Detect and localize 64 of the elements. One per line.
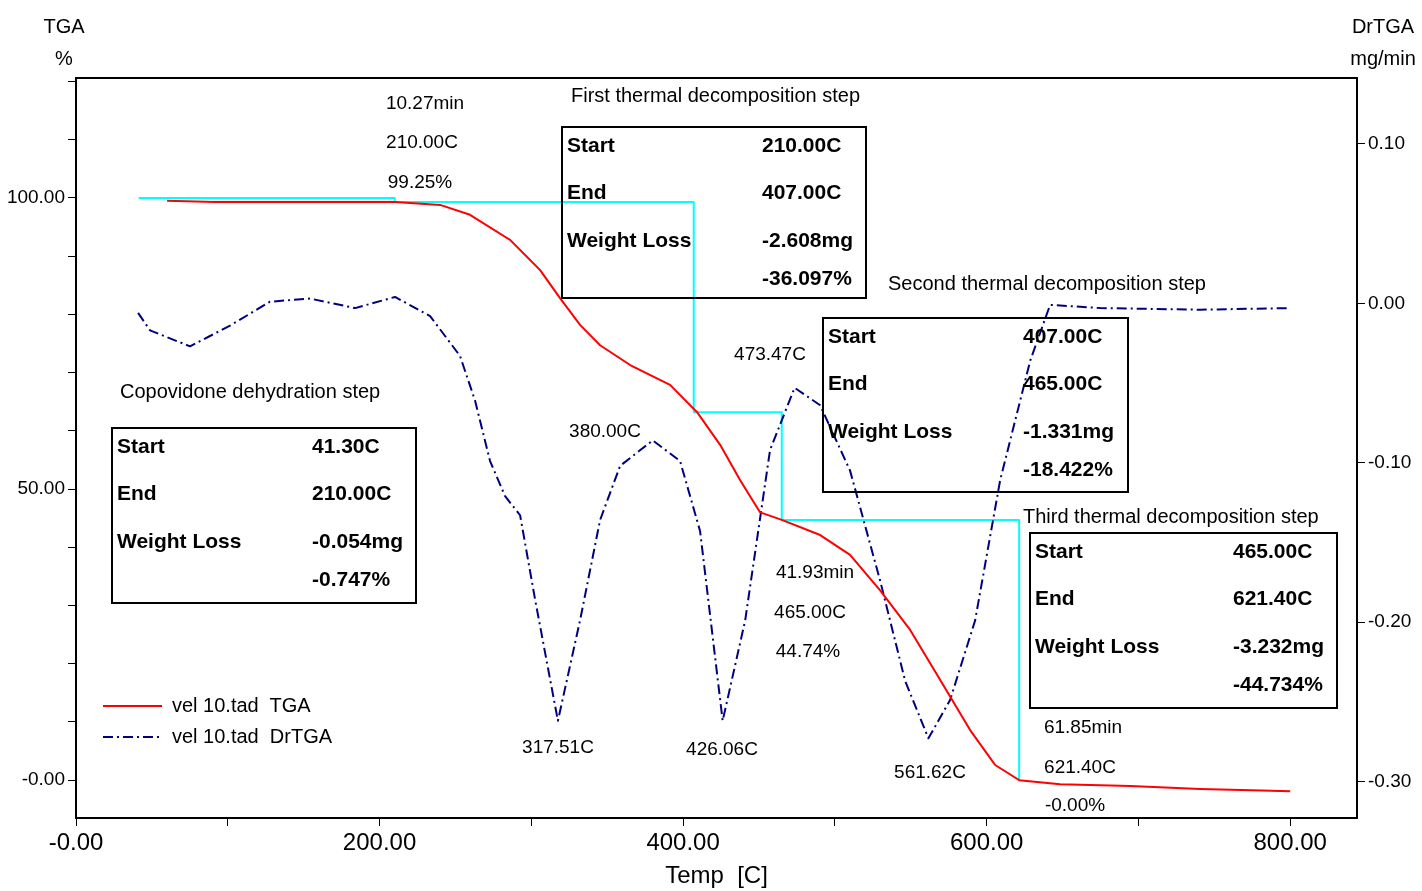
annotation: 465.00C bbox=[1233, 538, 1313, 562]
annotation: -1.331mg bbox=[1023, 418, 1115, 442]
annotation: Start bbox=[1035, 538, 1083, 562]
annotation: 465.00C bbox=[774, 601, 846, 623]
x-tick-label: -0.00 bbox=[48, 828, 104, 856]
annotation: 44.74% bbox=[775, 640, 841, 662]
annotation: Start bbox=[567, 132, 615, 156]
annotation: 317.51C bbox=[522, 736, 594, 758]
annotation: 621.40C bbox=[1044, 756, 1116, 778]
annotation: Second thermal decomposition step bbox=[888, 271, 1206, 294]
annotation: 99.25% bbox=[387, 171, 453, 193]
annotation: End bbox=[117, 480, 157, 504]
legend-label: vel 10.tad DrTGA bbox=[172, 724, 333, 747]
annotation: -36.097% bbox=[762, 265, 853, 289]
x-tick-label: 800.00 bbox=[1253, 828, 1327, 856]
annotation: -2.608mg bbox=[762, 227, 854, 251]
annotation: 465.00C bbox=[1023, 370, 1103, 394]
annotation: Weight Loss bbox=[1035, 633, 1160, 657]
annotation: 41.30C bbox=[312, 433, 380, 457]
annotation: -44.734% bbox=[1233, 671, 1324, 695]
annotation: 426.06C bbox=[686, 738, 758, 760]
y-axis-title: TGA % bbox=[43, 14, 86, 69]
annotation: First thermal decomposition step bbox=[571, 83, 861, 106]
x-tick-label: 600.00 bbox=[949, 828, 1024, 856]
y-tick-label: 100.00 bbox=[6, 186, 65, 208]
y2-axis-title: DrTGA mg/min bbox=[1350, 14, 1416, 69]
annotation: Third thermal decomposition step bbox=[1023, 504, 1319, 527]
annotation: 210.00C bbox=[762, 132, 842, 156]
y2-tick-label: 0.10 bbox=[1368, 132, 1405, 154]
annotation: -3.232mg bbox=[1233, 633, 1325, 657]
annotation: Weight Loss bbox=[117, 528, 242, 552]
annotation: End bbox=[828, 370, 868, 394]
annotation: 10.27min bbox=[385, 92, 465, 114]
annotation: 380.00C bbox=[569, 420, 641, 442]
annotation: 561.62C bbox=[894, 761, 966, 783]
x-axis-title: Temp [C] bbox=[665, 861, 768, 889]
y2-tick-label: 0.00 bbox=[1368, 291, 1405, 313]
annotation: End bbox=[1035, 585, 1075, 609]
y2-tick-label: -0.10 bbox=[1368, 450, 1412, 472]
annotation: Start bbox=[117, 433, 165, 457]
y2-tick-label: -0.30 bbox=[1368, 769, 1412, 791]
y-tick-label: -0.00 bbox=[21, 768, 65, 790]
annotation: Weight Loss bbox=[567, 227, 692, 251]
legend-label: vel 10.tad TGA bbox=[172, 693, 312, 716]
annotation: 61.85min bbox=[1043, 716, 1123, 738]
y-tick-label: 50.00 bbox=[17, 477, 65, 499]
x-tick-label: 400.00 bbox=[646, 828, 720, 856]
annotation: Copovidone dehydration step bbox=[120, 379, 381, 402]
annotation: -0.00% bbox=[1044, 794, 1106, 816]
annotation: 621.40C bbox=[1233, 585, 1313, 609]
annotation: 210.00C bbox=[312, 480, 392, 504]
annotation: -0.747% bbox=[312, 566, 391, 590]
annotation: 210.00C bbox=[386, 131, 458, 153]
y2-tick-label: -0.20 bbox=[1368, 610, 1412, 632]
annotation: -0.054mg bbox=[312, 528, 404, 552]
annotation: -18.422% bbox=[1023, 456, 1114, 480]
annotation: End bbox=[567, 179, 607, 203]
annotation: 407.00C bbox=[762, 179, 842, 203]
annotation: Start bbox=[828, 323, 876, 347]
annotation: Weight Loss bbox=[828, 418, 953, 442]
annotation: 473.47C bbox=[734, 343, 806, 365]
annotation: 41.93min bbox=[775, 561, 855, 583]
x-tick-label: 200.00 bbox=[342, 828, 417, 856]
annotation: 407.00C bbox=[1023, 323, 1103, 347]
